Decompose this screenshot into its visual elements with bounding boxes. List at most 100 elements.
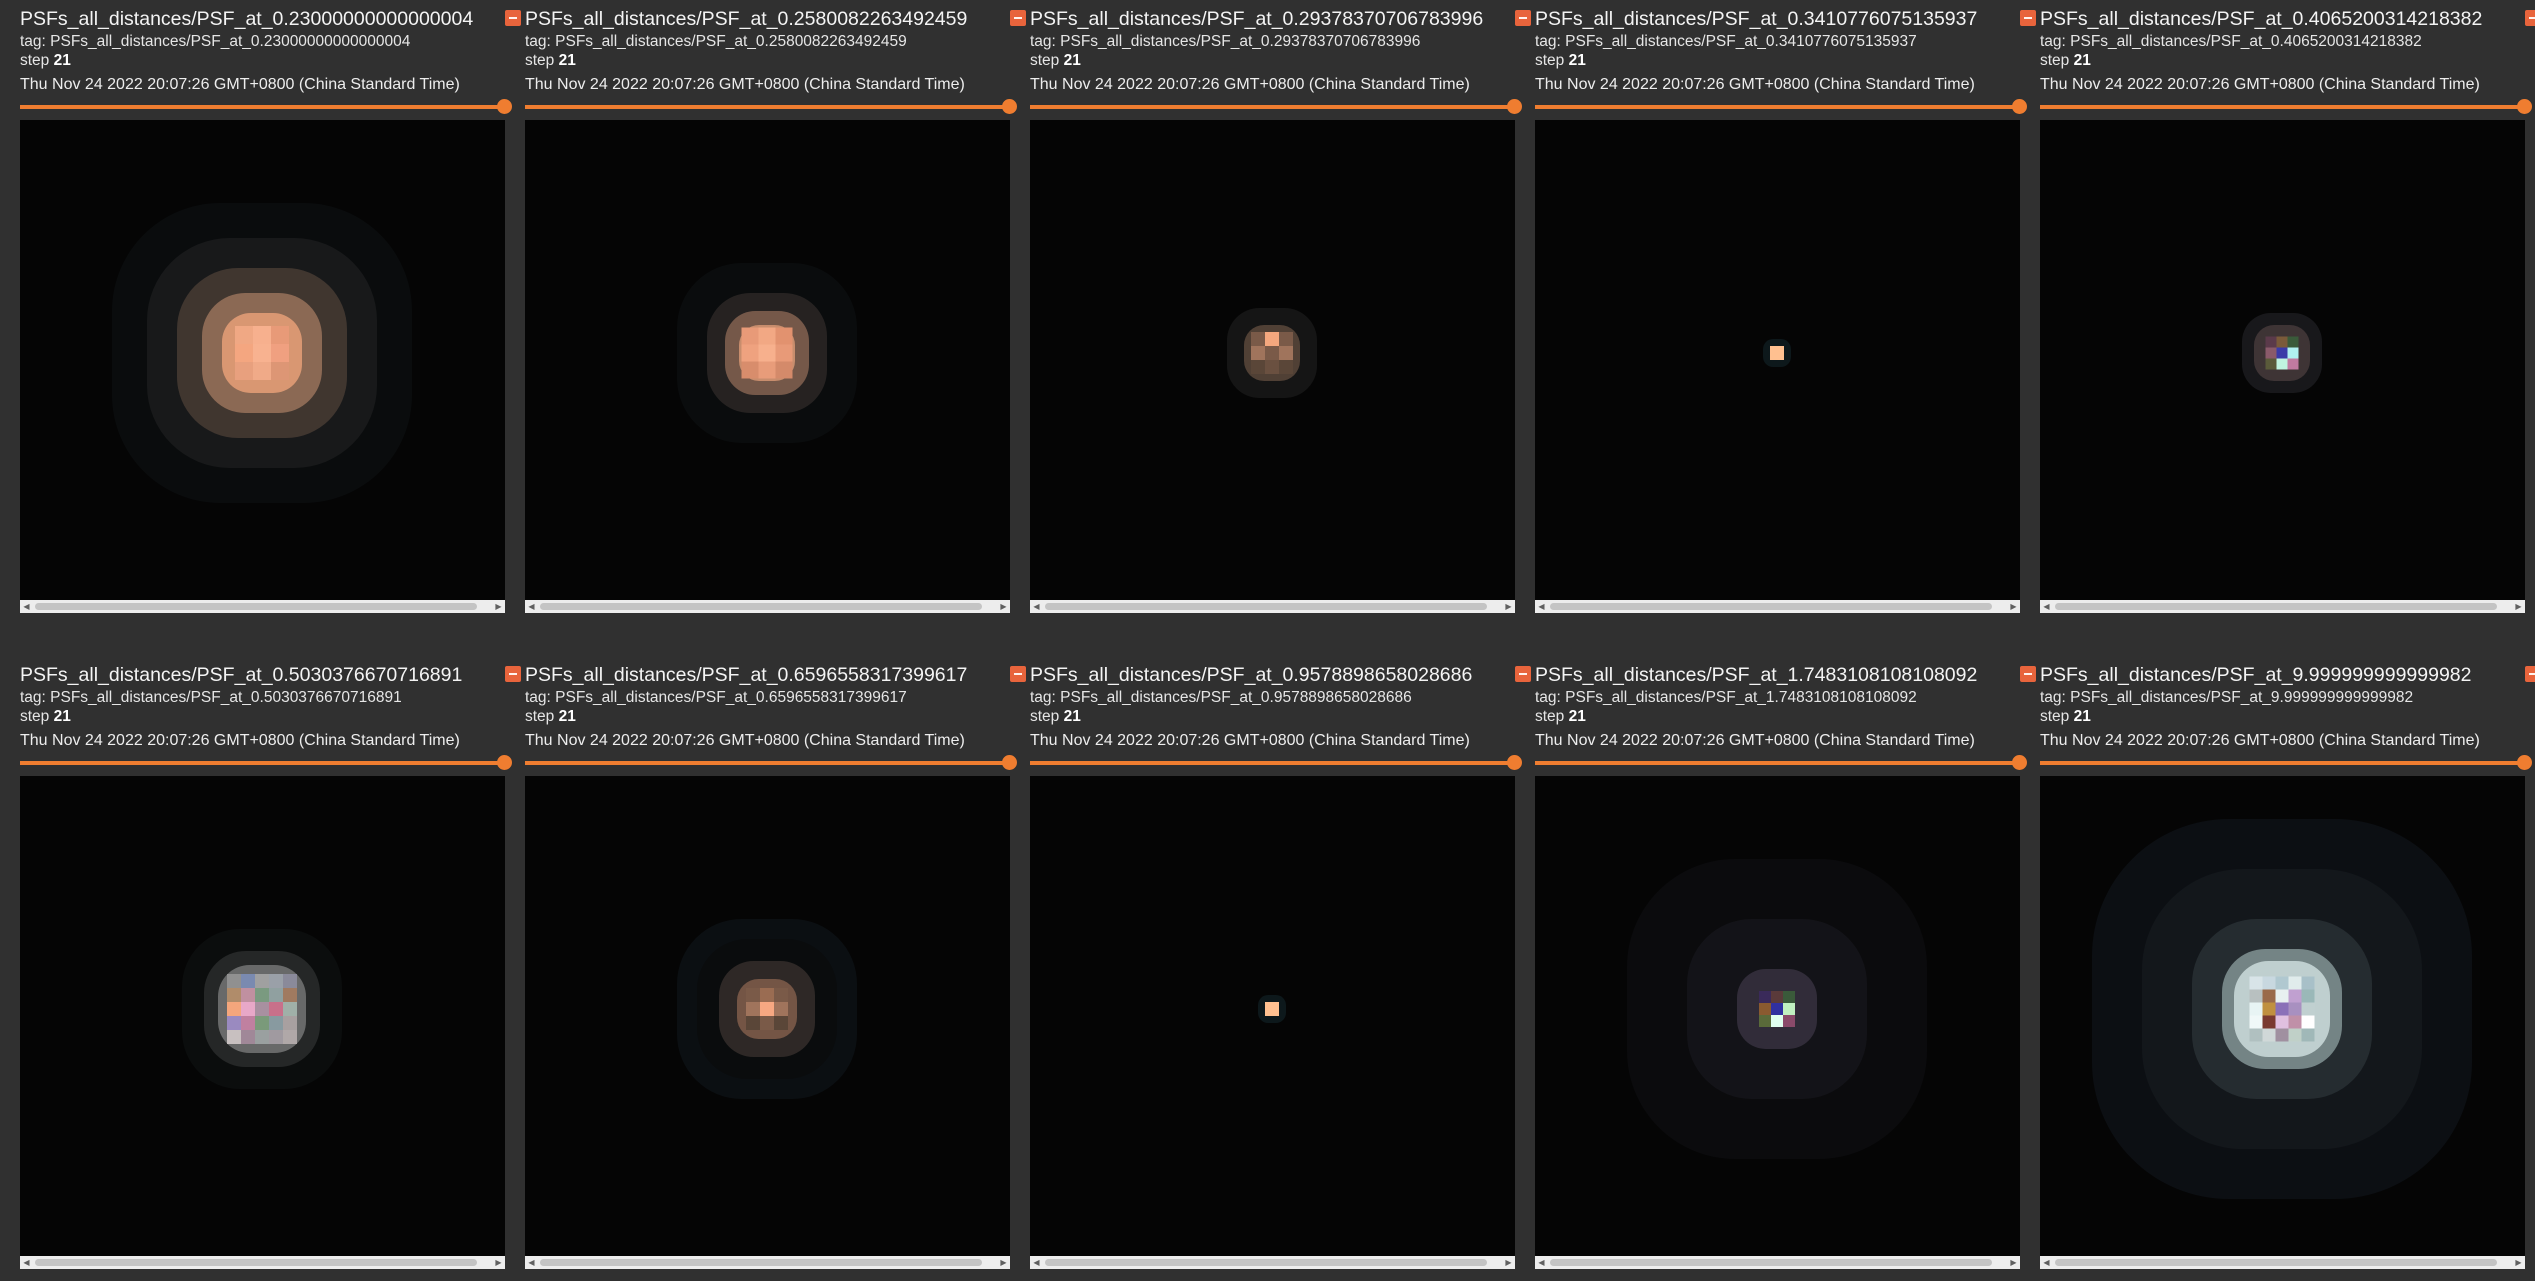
step-slider[interactable] [1535, 755, 2027, 771]
step-label: step [2040, 708, 2070, 725]
expand-icon[interactable] [2525, 10, 2535, 26]
chevron-left-icon[interactable]: ◀ [23, 602, 30, 611]
scrollbar-thumb[interactable] [2055, 603, 2497, 610]
chevron-right-icon[interactable]: ▶ [495, 1258, 502, 1267]
horizontal-scrollbar[interactable]: ◀ ▶ [1535, 1256, 2020, 1269]
chevron-right-icon[interactable]: ▶ [2515, 602, 2522, 611]
psf-pixel [758, 344, 776, 362]
psf-pixel [775, 344, 793, 362]
horizontal-scrollbar[interactable]: ◀ ▶ [2040, 600, 2525, 613]
chevron-right-icon[interactable]: ▶ [1000, 602, 1007, 611]
chevron-right-icon[interactable]: ▶ [2515, 1258, 2522, 1267]
expand-icon[interactable] [1515, 10, 1531, 26]
chevron-left-icon[interactable]: ◀ [2043, 602, 2050, 611]
horizontal-scrollbar[interactable]: ◀ ▶ [1030, 1256, 1515, 1269]
slider-handle[interactable] [2012, 755, 2027, 770]
scrollbar-thumb[interactable] [540, 603, 982, 610]
card-tag: tag: PSFs_all_distances/PSF_at_0.2300000… [20, 33, 411, 50]
step-value: 21 [1063, 708, 1081, 725]
step-slider[interactable] [2040, 755, 2532, 771]
slider-handle[interactable] [2012, 99, 2027, 114]
scrollbar-thumb[interactable] [540, 1259, 982, 1266]
psf-pixel [255, 988, 269, 1002]
scrollbar-thumb[interactable] [35, 603, 477, 610]
step-slider[interactable] [525, 755, 1017, 771]
chevron-left-icon[interactable]: ◀ [1538, 1258, 1545, 1267]
psf-pixel [760, 1002, 774, 1016]
expand-icon[interactable] [505, 666, 521, 682]
chevron-right-icon[interactable]: ▶ [1505, 602, 1512, 611]
step-label: step [20, 708, 50, 725]
card-tag: tag: PSFs_all_distances/PSF_at_0.2580082… [525, 33, 907, 50]
psf-pixel [2262, 1028, 2276, 1042]
psf-pixel [241, 988, 255, 1002]
psf-pixel [741, 361, 759, 379]
chevron-right-icon[interactable]: ▶ [2010, 1258, 2017, 1267]
expand-icon[interactable] [2020, 666, 2036, 682]
chevron-right-icon[interactable]: ▶ [495, 602, 502, 611]
psf-pixel [283, 1030, 297, 1044]
horizontal-scrollbar[interactable]: ◀ ▶ [525, 1256, 1010, 1269]
slider-handle[interactable] [2517, 755, 2532, 770]
expand-icon[interactable] [1010, 10, 1026, 26]
psf-pixel [2275, 1015, 2289, 1029]
scrollbar-thumb[interactable] [1550, 1259, 1992, 1266]
scrollbar-thumb[interactable] [35, 1259, 477, 1266]
chevron-right-icon[interactable]: ▶ [2010, 602, 2017, 611]
slider-handle[interactable] [497, 99, 512, 114]
card-step: step 21 [525, 708, 576, 726]
psf-pixel [2287, 336, 2299, 348]
chevron-left-icon[interactable]: ◀ [1033, 1258, 1040, 1267]
psf-pixel [255, 1002, 269, 1016]
chevron-left-icon[interactable]: ◀ [2043, 1258, 2050, 1267]
psf-pixel [283, 1002, 297, 1016]
step-value: 21 [1568, 708, 1586, 725]
psf-pixel [1265, 346, 1279, 360]
psf-pixel [1771, 1003, 1783, 1015]
slider-handle[interactable] [1002, 755, 1017, 770]
chevron-left-icon[interactable]: ◀ [528, 1258, 535, 1267]
step-slider[interactable] [1535, 99, 2027, 115]
scrollbar-thumb[interactable] [2055, 1259, 2497, 1266]
step-label: step [1030, 52, 1060, 69]
psf-pixel [255, 1030, 269, 1044]
horizontal-scrollbar[interactable]: ◀ ▶ [1030, 600, 1515, 613]
slider-handle[interactable] [1507, 755, 1522, 770]
slider-track [20, 761, 505, 765]
horizontal-scrollbar[interactable]: ◀ ▶ [20, 1256, 505, 1269]
scrollbar-thumb[interactable] [1045, 1259, 1487, 1266]
expand-icon[interactable] [2020, 10, 2036, 26]
step-slider[interactable] [20, 755, 512, 771]
scrollbar-thumb[interactable] [1045, 603, 1487, 610]
horizontal-scrollbar[interactable]: ◀ ▶ [1535, 600, 2020, 613]
scrollbar-thumb[interactable] [1550, 603, 1992, 610]
horizontal-scrollbar[interactable]: ◀ ▶ [2040, 1256, 2525, 1269]
step-slider[interactable] [525, 99, 1017, 115]
expand-icon[interactable] [1515, 666, 1531, 682]
horizontal-scrollbar[interactable]: ◀ ▶ [525, 600, 1010, 613]
expand-icon[interactable] [505, 10, 521, 26]
psf-pixel [2276, 358, 2288, 370]
chevron-left-icon[interactable]: ◀ [23, 1258, 30, 1267]
chevron-right-icon[interactable]: ▶ [1000, 1258, 1007, 1267]
step-slider[interactable] [1030, 755, 1522, 771]
step-slider[interactable] [2040, 99, 2532, 115]
horizontal-scrollbar[interactable]: ◀ ▶ [20, 600, 505, 613]
slider-handle[interactable] [2517, 99, 2532, 114]
expand-icon[interactable] [2525, 666, 2535, 682]
slider-handle[interactable] [497, 755, 512, 770]
slider-handle[interactable] [1002, 99, 1017, 114]
psf-pixel [741, 344, 759, 362]
psf-pixel [235, 326, 253, 344]
chevron-left-icon[interactable]: ◀ [1033, 602, 1040, 611]
chevron-left-icon[interactable]: ◀ [528, 602, 535, 611]
slider-handle[interactable] [1507, 99, 1522, 114]
psf-image [1535, 120, 2020, 600]
chevron-right-icon[interactable]: ▶ [1505, 1258, 1512, 1267]
step-slider[interactable] [20, 99, 512, 115]
step-slider[interactable] [1030, 99, 1522, 115]
expand-icon[interactable] [1010, 666, 1026, 682]
psf-pixel [2288, 1015, 2302, 1029]
chevron-left-icon[interactable]: ◀ [1538, 602, 1545, 611]
psf-pixel [1265, 360, 1279, 374]
